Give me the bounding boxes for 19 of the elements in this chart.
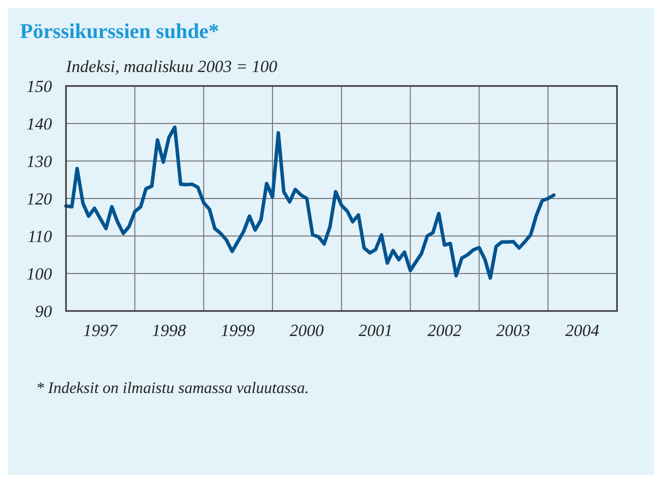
y-tick-label: 140 (26, 114, 52, 134)
x-tick-label: 1997 (83, 321, 119, 340)
x-tick-label: 1999 (220, 321, 256, 340)
x-tick-label: 2003 (496, 321, 530, 340)
text: * Indeksit on ilmaistu samassa valuutassa. (36, 380, 309, 397)
chart-title: Pörssikurssien suhde* (20, 19, 219, 43)
x-tick-label: 2000 (290, 321, 324, 340)
y-axis-title: Indeksi, maaliskuu 2003 = 100 (65, 57, 278, 76)
y-tick-label: 90 (35, 302, 52, 321)
y-tick-label: 120 (26, 190, 52, 208)
x-tick-label: 1998 (152, 321, 186, 340)
x-tick-label: 2001 (358, 321, 393, 340)
line-series (64, 126, 556, 280)
y-tick-label: 150 (26, 77, 52, 96)
y-tick-label: 130 (26, 152, 52, 171)
x-tick-label: 2004 (565, 321, 600, 340)
x-tick-label: 2002 (427, 321, 462, 340)
y-tick-label: 110 (28, 227, 52, 246)
y-tick-label: 100 (26, 264, 52, 284)
